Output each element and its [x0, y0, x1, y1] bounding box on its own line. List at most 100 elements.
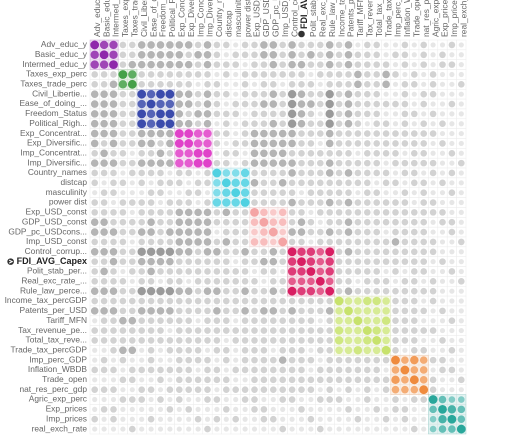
- correlation-dot: [109, 307, 118, 315]
- correlation-dot: [392, 51, 399, 59]
- correlation-dot: [344, 247, 353, 256]
- correlation-dot: [439, 347, 446, 353]
- row-label: Adv_educ_y: [41, 39, 88, 49]
- correlation-dot: [222, 208, 231, 217]
- correlation-dot: [261, 278, 267, 284]
- correlation-dot: [307, 218, 315, 226]
- correlation-dot: [176, 307, 183, 315]
- correlation-dot: [317, 357, 323, 363]
- correlation-dot: [373, 406, 381, 413]
- correlation-dot: [383, 91, 389, 97]
- correlation-dot: [241, 81, 249, 88]
- correlation-dot: [110, 317, 117, 325]
- correlation-dot: [307, 327, 315, 334]
- correlation-dot: [129, 209, 135, 215]
- correlation-dot: [166, 297, 174, 305]
- correlation-dot: [213, 327, 221, 334]
- correlation-dot: [241, 386, 249, 393]
- correlation-dot: [184, 129, 194, 138]
- correlation-dot: [297, 90, 306, 98]
- correlation-dot: [260, 297, 268, 305]
- correlation-dot: [449, 278, 455, 284]
- row-label: Taxes_exp_perc: [26, 69, 87, 79]
- correlation-dot: [251, 41, 258, 49]
- correlation-dot: [221, 178, 231, 188]
- correlation-dot: [91, 386, 98, 393]
- correlation-dot: [138, 71, 145, 78]
- correlation-dot: [99, 50, 109, 60]
- correlation-dot: [166, 346, 174, 354]
- correlation-dot: [354, 228, 362, 236]
- correlation-dot: [336, 426, 342, 432]
- correlation-dot: [401, 406, 409, 413]
- correlation-dot: [392, 218, 399, 226]
- correlation-dot: [345, 71, 352, 78]
- correlation-dot: [458, 318, 464, 324]
- correlation-dot: [147, 278, 155, 285]
- correlation-dot: [307, 140, 315, 147]
- correlation-dot: [213, 376, 221, 384]
- row-label: Country_names: [28, 167, 87, 177]
- correlation-dot: [156, 149, 165, 158]
- correlation-dot: [110, 357, 117, 363]
- correlation-dot: [373, 287, 381, 295]
- correlation-dot: [420, 346, 428, 354]
- correlation-dot: [119, 100, 127, 108]
- correlation-dot: [270, 327, 277, 334]
- correlation-dot: [401, 41, 409, 49]
- correlation-dot: [223, 101, 229, 107]
- correlation-dot: [288, 129, 296, 138]
- correlation-dot: [120, 367, 126, 373]
- correlation-dot: [429, 209, 437, 216]
- correlation-dot: [119, 41, 127, 49]
- correlation-dot: [383, 52, 389, 58]
- correlation-dot: [109, 247, 118, 256]
- correlation-dot: [458, 180, 464, 186]
- correlation-dot: [185, 297, 192, 305]
- correlation-dot: [439, 209, 446, 216]
- correlation-dot: [269, 100, 278, 108]
- correlation-dot: [129, 150, 135, 156]
- correlation-dot: [364, 287, 371, 295]
- correlation-dot: [458, 209, 464, 215]
- correlation-dot: [364, 268, 371, 275]
- correlation-dot: [129, 130, 136, 137]
- correlation-dot: [166, 257, 174, 266]
- correlation-dot: [344, 50, 353, 59]
- correlation-dot: [392, 337, 399, 344]
- correlation-dot: [250, 207, 259, 217]
- correlation-dot: [372, 336, 382, 345]
- column-label: masculinity: [233, 0, 243, 37]
- correlation-dot: [327, 426, 333, 432]
- correlation-dot: [270, 347, 276, 353]
- correlation-dot: [92, 396, 98, 403]
- correlation-dot: [335, 209, 343, 216]
- correlation-dot: [354, 90, 362, 98]
- correlation-dot: [308, 426, 314, 432]
- correlation-dot: [147, 327, 155, 334]
- correlation-dot: [354, 326, 362, 335]
- correlation-dot: [166, 41, 174, 49]
- correlation-dot: [100, 228, 108, 236]
- correlation-dot: [148, 396, 154, 403]
- correlation-dot: [128, 316, 137, 325]
- correlation-dot: [120, 387, 126, 393]
- correlation-dot: [250, 129, 259, 138]
- correlation-dot: [364, 189, 371, 196]
- correlation-dot: [157, 416, 164, 422]
- correlation-dot: [203, 247, 212, 256]
- correlation-dot: [138, 396, 145, 403]
- correlation-dot: [411, 317, 418, 325]
- correlation-dot: [156, 257, 165, 266]
- correlation-dot: [402, 150, 408, 156]
- correlation-dot: [213, 278, 221, 285]
- correlation-dot: [430, 190, 436, 196]
- correlation-dot: [223, 258, 230, 265]
- correlation-dot: [194, 307, 202, 315]
- correlation-dot: [364, 130, 371, 137]
- correlation-dot: [317, 376, 324, 384]
- correlation-dot: [109, 100, 118, 108]
- correlation-dot: [129, 425, 136, 433]
- correlation-dot: [439, 91, 446, 97]
- correlation-dot: [364, 406, 370, 412]
